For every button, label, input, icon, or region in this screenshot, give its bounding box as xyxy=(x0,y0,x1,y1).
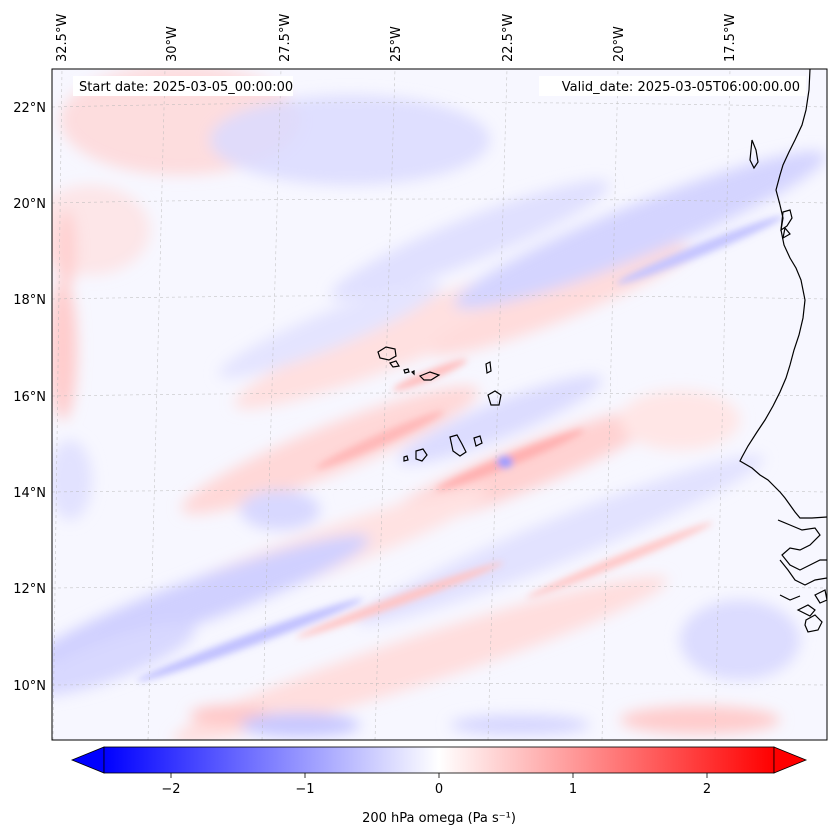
lat-label-16n: 16°N xyxy=(13,390,46,405)
map-panel: Start date: 2025-03-05_00:00:00 Valid_da… xyxy=(51,68,828,741)
colorbar-tick-label-neg2: −2 xyxy=(161,782,180,797)
lon-label-17-5w: 17.5°W xyxy=(723,14,738,62)
lat-label-18n: 18°N xyxy=(13,293,46,308)
valid-date-label: Valid_date: 2025-03-05T06:00:00.00 xyxy=(562,80,800,95)
lon-label-25w: 25°W xyxy=(389,26,404,62)
latitude-labels: 22°N 20°N 18°N 16°N 14°N 12°N 10°N xyxy=(13,101,46,694)
colorbar-tick-label-0: 0 xyxy=(435,782,443,797)
colorbar-ticks xyxy=(170,773,708,778)
africa-coastline xyxy=(739,69,827,519)
colorbar-body xyxy=(103,746,775,774)
island-sao-vicente xyxy=(389,360,400,368)
gridlines xyxy=(52,69,827,740)
island-boa-vista xyxy=(487,390,502,406)
island-sao-nicolau xyxy=(418,371,441,381)
lon-label-30w: 30°W xyxy=(165,26,180,62)
colorbar-tick-label-neg1: −1 xyxy=(295,782,314,797)
lon-label-20w: 20°W xyxy=(612,26,627,62)
island-maio xyxy=(473,435,483,447)
colorbar: −2 −1 0 1 2 200 hPa omega (Pa s⁻¹) xyxy=(70,746,808,826)
island-santo-antao xyxy=(377,346,397,361)
island-santiago xyxy=(449,434,467,457)
lat-label-22n: 22°N xyxy=(13,101,46,116)
lat-label-14n: 14°N xyxy=(13,486,46,501)
island-santa-luzia xyxy=(403,368,410,374)
colorbar-extend-high xyxy=(773,746,808,774)
island-sal xyxy=(485,361,492,374)
map-frame xyxy=(51,68,828,741)
colorbar-extend-low xyxy=(70,746,105,774)
longitude-labels: 32.5°W 30°W 27.5°W 25°W 22.5°W 20°W 17.5… xyxy=(55,14,738,62)
lat-label-20n: 20°N xyxy=(13,197,46,212)
lon-label-27-5w: 27.5°W xyxy=(278,14,293,62)
colorbar-tick-label-2: 2 xyxy=(703,782,711,797)
cape-verde-islands xyxy=(377,346,502,462)
start-date-label: Start date: 2025-03-05_00:00:00 xyxy=(79,80,293,95)
coastline xyxy=(739,69,827,633)
lat-label-12n: 12°N xyxy=(13,582,46,597)
lon-label-22-5w: 22.5°W xyxy=(501,14,516,62)
island-fogo xyxy=(415,448,428,462)
start-date-box xyxy=(73,76,293,96)
lon-label-32-5w: 32.5°W xyxy=(55,14,70,62)
valid-date-box xyxy=(539,76,806,96)
colorbar-label: 200 hPa omega (Pa s⁻¹) xyxy=(362,811,516,826)
colorbar-tick-label-1: 1 xyxy=(569,782,577,797)
omega-field xyxy=(52,69,826,740)
lat-label-10n: 10°N xyxy=(13,679,46,694)
island-brava xyxy=(403,455,409,462)
